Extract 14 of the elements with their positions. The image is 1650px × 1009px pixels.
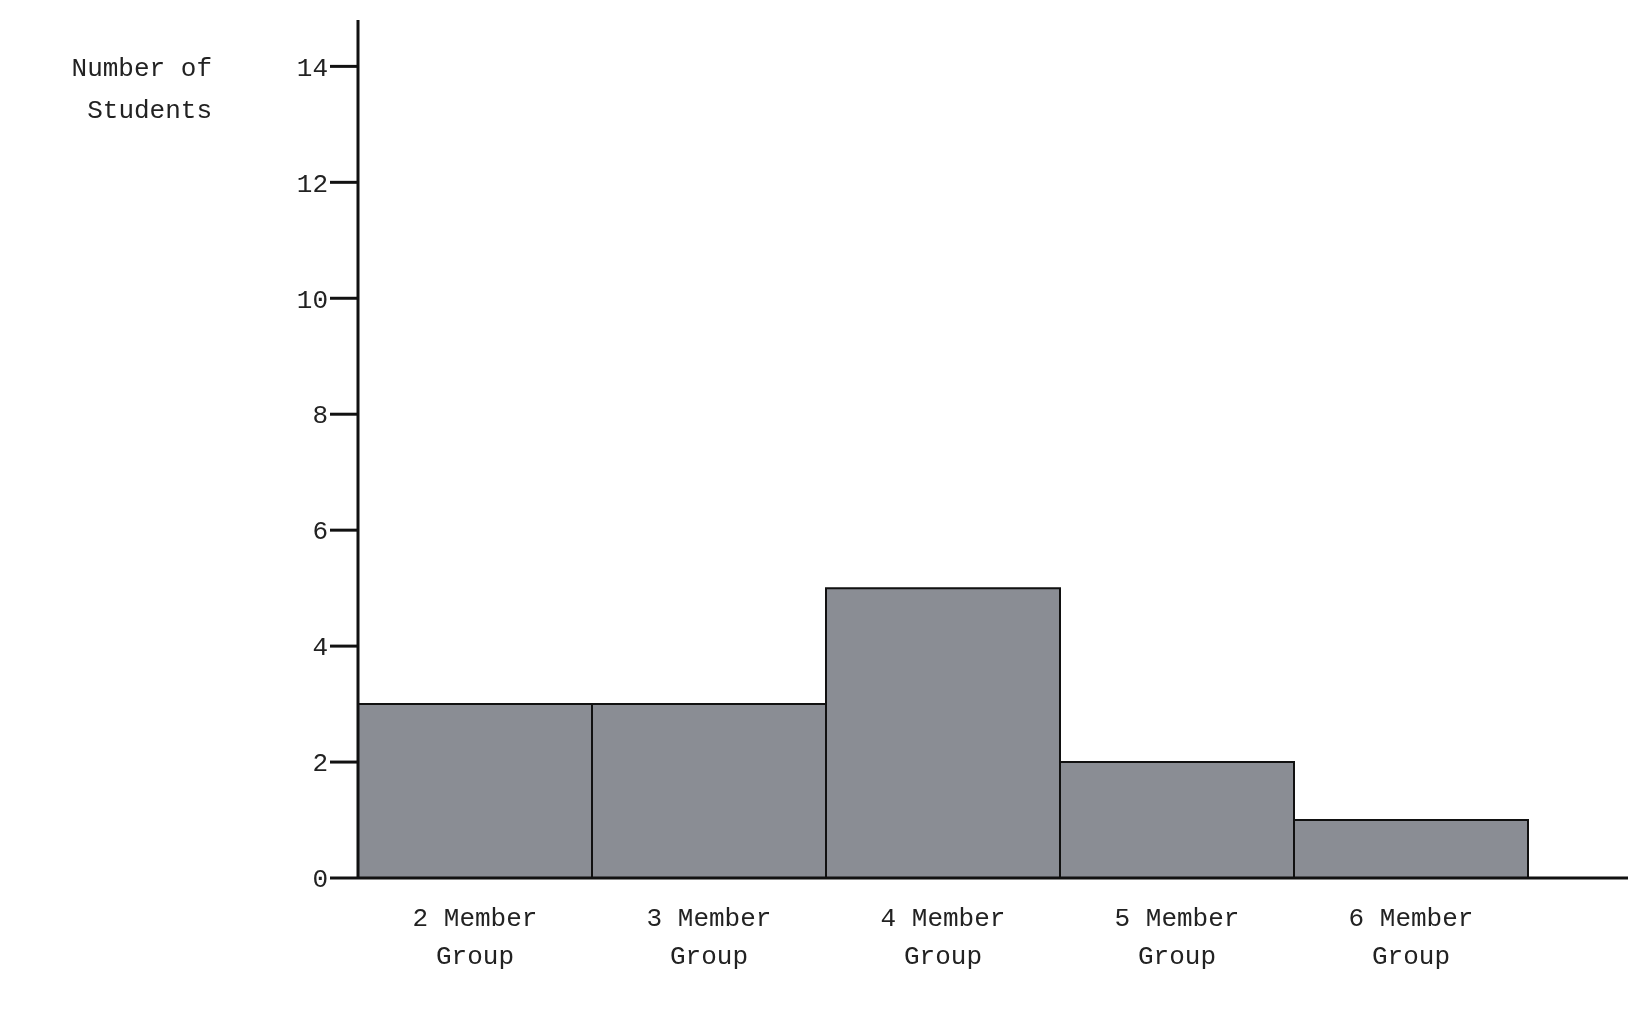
y-tick-label: 8 [312,401,328,432]
y-tick-label: 4 [312,633,328,664]
y-tick-label: 2 [312,749,328,780]
y-tick-label: 12 [296,169,328,200]
x-tick-label: 4 Member Group [880,904,1006,972]
y-tick-label: 14 [296,53,328,84]
x-tick-label: 3 Member Group [646,904,772,972]
y-tick-label: 10 [296,285,328,316]
x-tick-label: 6 Member Group [1348,904,1474,972]
y-tick-label: 0 [312,865,328,896]
x-tick-label: 5 Member Group [1114,904,1240,972]
x-tick-label: 2 Member Group [412,904,538,972]
y-axis-title: Number of Students [70,53,212,128]
y-tick-label: 6 [312,517,328,548]
